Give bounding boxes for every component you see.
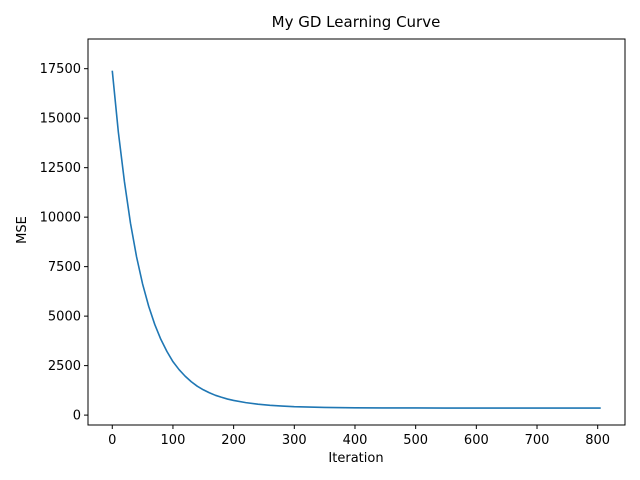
x-tick-label: 600 <box>464 433 489 448</box>
x-tick-label: 200 <box>221 433 246 448</box>
y-tick-label: 10000 <box>40 211 81 226</box>
y-axis-label: MSE <box>15 216 30 244</box>
plot-area <box>111 70 601 409</box>
y-tick-label: 15000 <box>40 112 81 127</box>
axis-ticks: 0 100 200 300 400 500 600 700 800 0 2500 5000 7500 10… <box>40 62 610 448</box>
y-tick-label: 0 <box>73 409 81 424</box>
y-tick-label: 17500 <box>40 62 81 77</box>
y-tick-label: 7500 <box>48 260 81 275</box>
plot-frame <box>87 38 626 426</box>
y-tick-label: 12500 <box>40 161 81 176</box>
x-tick-label: 700 <box>525 433 550 448</box>
series-line-0 <box>111 70 601 409</box>
x-tick-label: 800 <box>585 433 610 448</box>
y-tick-label: 5000 <box>48 310 81 325</box>
x-tick-label: 300 <box>282 433 307 448</box>
x-axis-label: Iteration <box>328 451 383 466</box>
x-tick-label: 0 <box>108 433 116 448</box>
x-tick-label: 400 <box>343 433 368 448</box>
x-tick-label: 500 <box>403 433 428 448</box>
y-tick-label: 2500 <box>48 359 81 374</box>
x-tick-label: 100 <box>161 433 186 448</box>
chart-title: My GD Learning Curve <box>272 13 441 31</box>
